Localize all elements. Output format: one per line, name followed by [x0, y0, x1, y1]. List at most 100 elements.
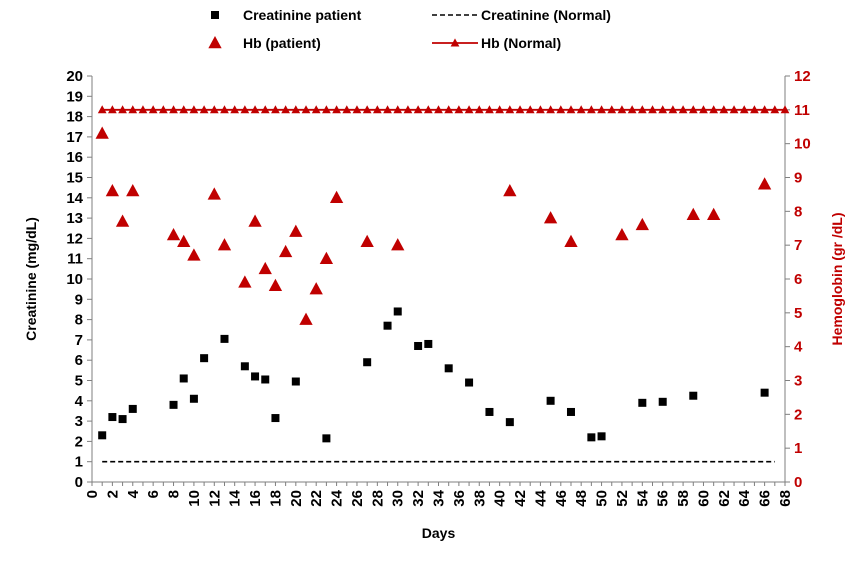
x-tick-label: 62 — [716, 490, 733, 507]
x-tick-label: 68 — [777, 490, 794, 507]
y-right-tick-label: 9 — [794, 170, 802, 187]
axes: 0123456789101112131415161718192001234567… — [66, 68, 810, 507]
creatinine-point — [261, 375, 270, 384]
creatinine-point — [505, 418, 514, 427]
creatinine-point — [393, 307, 402, 316]
hb-normal-point — [505, 105, 515, 114]
hb-normal-point — [281, 105, 291, 114]
hb-normal-point — [546, 105, 555, 114]
creatinine-point — [383, 321, 392, 330]
x-tick-label: 38 — [471, 490, 488, 507]
x-tick-label: 46 — [553, 490, 570, 507]
x-tick-label: 30 — [390, 490, 407, 507]
y-right-tick-label: 0 — [794, 474, 802, 491]
hb-normal-point — [301, 105, 311, 114]
hb-point — [391, 238, 405, 251]
y-left-tick-label: 1 — [75, 454, 83, 471]
y-left-tick-label: 8 — [75, 312, 83, 329]
y-right-tick-label: 12 — [794, 68, 811, 85]
creatinine-point — [251, 372, 260, 381]
x-tick-label: 36 — [451, 490, 468, 507]
x-tick-label: 10 — [186, 490, 203, 507]
plot-area — [95, 105, 790, 463]
hb-normal-point — [260, 105, 270, 114]
creatinine-point — [546, 396, 555, 405]
hb-normal-point — [444, 105, 454, 114]
creatinine-point — [322, 434, 331, 443]
creatinine-point — [200, 354, 209, 363]
x-tick-label: 18 — [267, 490, 284, 507]
hb-normal-point — [158, 105, 168, 114]
y-left-tick-label: 15 — [66, 170, 83, 187]
hb-normal-point — [403, 105, 413, 114]
creatinine-point — [566, 407, 575, 416]
hb-normal-point — [566, 105, 576, 114]
hb-normal-point — [413, 105, 423, 114]
hb-point — [177, 234, 191, 248]
hb-normal-point — [352, 105, 362, 114]
hb-point — [686, 207, 700, 220]
hb-point — [503, 184, 517, 197]
creatinine-point — [638, 398, 647, 407]
hb-normal-point — [148, 105, 158, 114]
hb-point — [248, 214, 262, 227]
hb-normal-point — [220, 105, 229, 114]
hb-normal-point — [332, 105, 341, 114]
legend-creatinine-patient-label: Creatinine patient — [243, 7, 362, 23]
hb-normal-point — [230, 105, 240, 114]
y-left-tick-label: 6 — [75, 352, 83, 369]
creatinine-point — [485, 407, 494, 416]
creatinine-point — [291, 377, 300, 386]
hb-normal-point — [495, 105, 505, 114]
hb-point — [95, 126, 109, 139]
hb-point — [319, 251, 334, 264]
y-left-tick-label: 11 — [67, 251, 83, 268]
hb-normal-point — [434, 105, 443, 114]
hb-normal-point — [739, 105, 749, 114]
hb-normal-point — [780, 105, 790, 114]
creatinine-point — [108, 413, 117, 422]
y-left-tick-label: 12 — [66, 230, 83, 247]
hb-normal-point — [556, 105, 566, 114]
y-left-tick-label: 0 — [75, 474, 83, 491]
creatinine-point — [189, 394, 198, 403]
hb-normal-point — [485, 105, 494, 114]
hb-normal-point — [189, 105, 199, 114]
hb-point — [360, 234, 374, 248]
creatinine-point — [465, 378, 474, 387]
creatinine-point — [689, 391, 698, 400]
hb-normal-point — [719, 105, 729, 114]
y-left-tick-label: 2 — [75, 433, 83, 450]
creatinine-point — [587, 433, 596, 442]
legend-hb-patient-symbol — [208, 36, 222, 49]
y-left-tick-label: 20 — [66, 68, 83, 85]
creatinine-point — [240, 362, 249, 371]
hb-point — [105, 184, 120, 197]
x-tick-label: 6 — [145, 490, 162, 498]
hb-point — [564, 234, 578, 248]
legend-hb-normal-symbol — [450, 38, 460, 47]
hb-normal-point — [525, 105, 535, 114]
x-tick-label: 0 — [84, 490, 101, 498]
legend-creatinine-patient-symbol — [211, 11, 219, 19]
hb-point — [278, 244, 293, 258]
hb-normal-point — [209, 105, 219, 114]
creatinine-point — [424, 339, 433, 348]
hb-point — [238, 275, 252, 288]
hb-normal-point — [199, 105, 209, 114]
x-tick-label: 56 — [655, 490, 672, 507]
x-tick-label: 40 — [492, 490, 509, 507]
x-tick-label: 34 — [431, 489, 448, 506]
hb-normal-point — [383, 105, 392, 114]
creatinine-point — [98, 431, 107, 440]
y-right-tick-label: 1 — [794, 440, 802, 457]
hb-point — [615, 228, 629, 241]
legend-hb-normal-label: Hb (Normal) — [481, 35, 561, 51]
hb-point — [126, 184, 140, 197]
x-tick-label: 60 — [695, 490, 712, 507]
x-tick-label: 32 — [410, 490, 427, 507]
x-tick-label: 28 — [369, 490, 386, 507]
creatinine-point — [118, 415, 127, 424]
hb-normal-point — [118, 105, 127, 114]
y-right-tick-label: 10 — [794, 136, 811, 153]
